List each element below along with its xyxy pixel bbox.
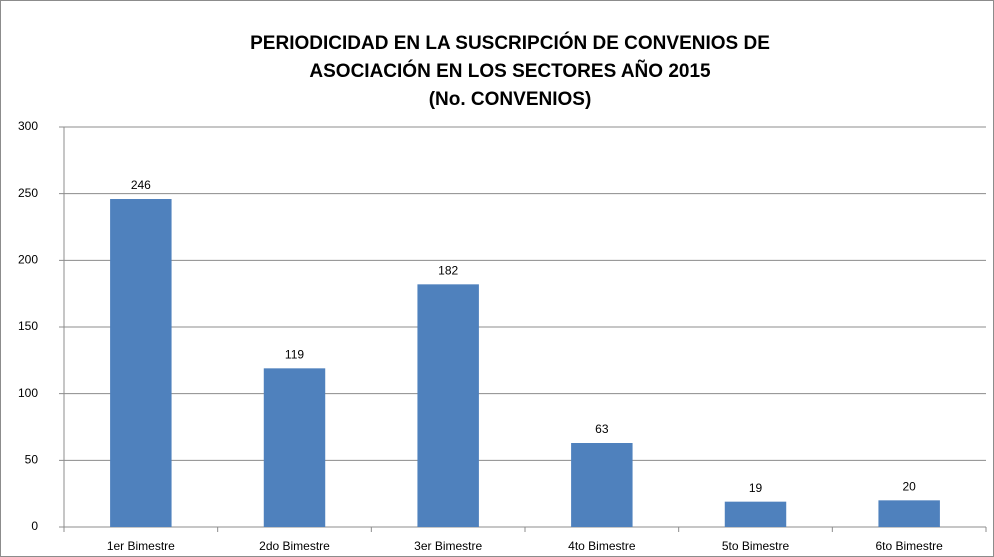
data-label: 119 <box>285 348 304 362</box>
bar <box>571 443 633 527</box>
y-tick-label: 50 <box>25 453 39 467</box>
data-label: 63 <box>595 422 609 436</box>
x-tick-label: 1er Bimestre <box>107 539 175 553</box>
chart-title: (No. CONVENIOS) <box>429 89 592 110</box>
y-tick-label: 300 <box>18 119 38 133</box>
y-tick-label: 250 <box>18 186 38 200</box>
y-tick-label: 100 <box>18 386 38 400</box>
data-label: 20 <box>902 480 916 494</box>
y-tick-label: 0 <box>31 519 38 533</box>
bar <box>724 501 787 527</box>
x-tick-label: 3er Bimestre <box>414 539 482 553</box>
x-tick-label: 4to Bimestre <box>568 539 636 553</box>
chart-title: PERIODICIDAD EN LA SUSCRIPCIÓN DE CONVEN… <box>250 32 770 54</box>
data-label: 19 <box>749 481 763 495</box>
bar <box>417 284 479 527</box>
x-tick-label: 5to Bimestre <box>722 539 790 553</box>
bar <box>878 500 940 527</box>
bar <box>110 199 172 527</box>
y-tick-label: 150 <box>18 319 38 333</box>
x-tick-label: 2do Bimestre <box>259 539 330 553</box>
x-tick-label: 6to Bimestre <box>875 539 943 553</box>
data-label: 182 <box>438 264 458 278</box>
data-label: 246 <box>131 178 151 192</box>
chart-title: ASOCIACIÓN EN LOS SECTORES AÑO 2015 <box>309 60 711 82</box>
bar <box>263 368 326 527</box>
y-tick-label: 200 <box>18 253 38 267</box>
